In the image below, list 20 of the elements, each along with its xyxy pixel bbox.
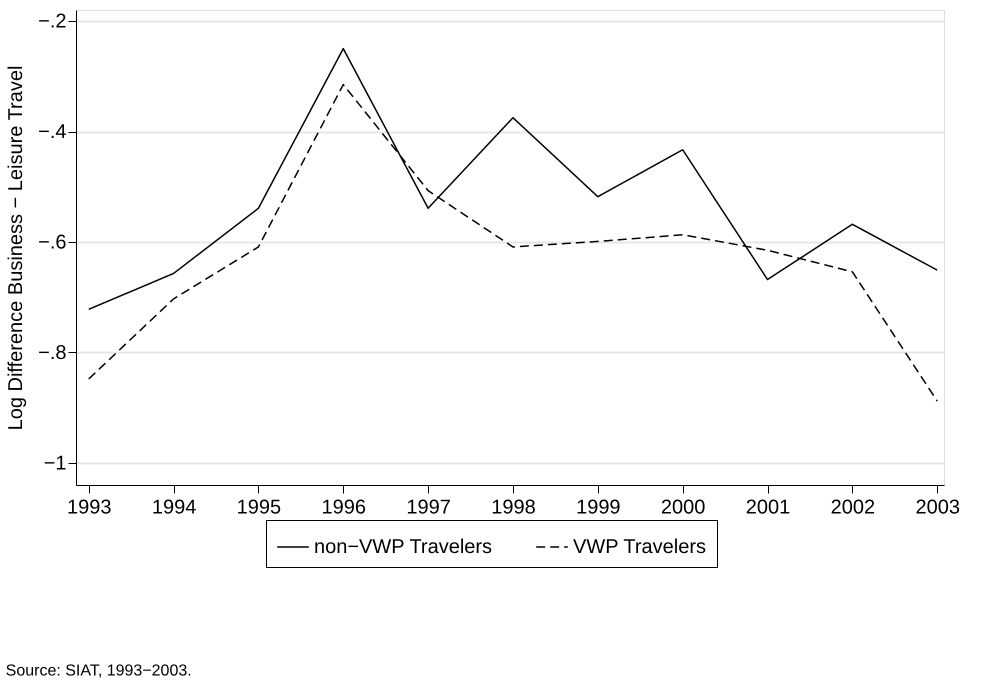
x-tick-label: 1999 [576, 496, 621, 518]
x-tick-label: 2002 [830, 496, 876, 518]
x-tick-label: 1998 [491, 496, 536, 518]
source-note: Source: SIAT, 1993−2003. [6, 662, 192, 680]
y-tick-label: −.6 [38, 231, 66, 254]
y-axis-title: Log Difference Business − Leisure Travel [5, 66, 28, 430]
legend-label: non−VWP Travelers [314, 536, 492, 558]
legend-label: VWP Travelers [573, 536, 706, 558]
x-tick-label: 1995 [236, 496, 282, 518]
y-tick-label: −1 [44, 452, 66, 474]
x-tick-label: 1993 [66, 496, 112, 518]
x-tick-label: 2001 [746, 496, 790, 518]
y-tick-label: −.4 [38, 121, 66, 144]
y-tick-label: −.8 [38, 342, 66, 364]
x-tick-label: 2003 [915, 496, 960, 518]
x-tick-label: 1996 [322, 496, 366, 518]
x-tick-label: 1994 [152, 496, 196, 518]
y-tick-label: −.2 [38, 10, 66, 33]
x-tick-label: 1997 [406, 496, 451, 518]
x-tick-label: 2000 [660, 496, 706, 518]
